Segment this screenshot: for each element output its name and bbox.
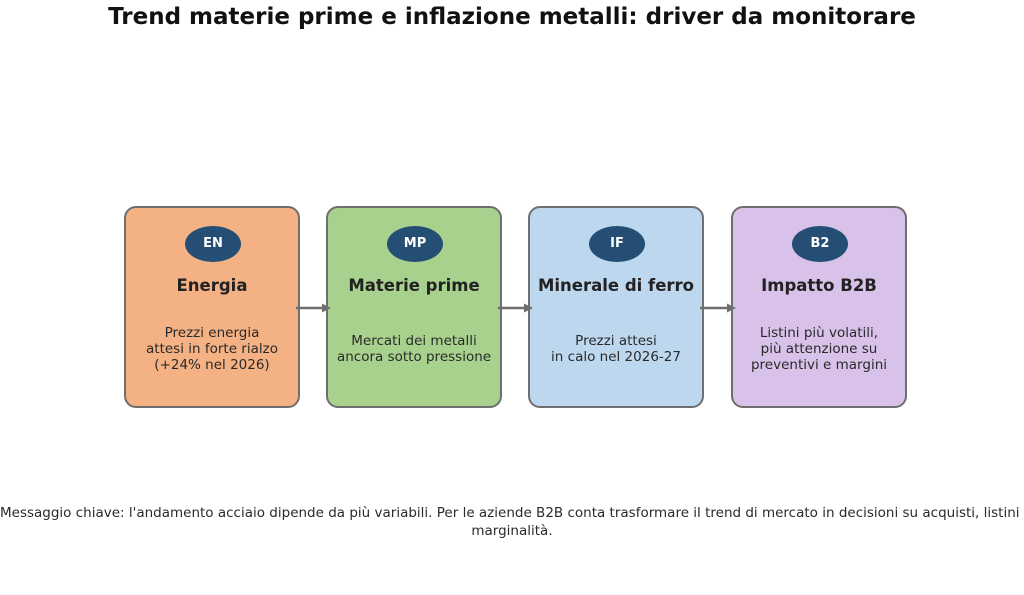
card-title-minerale-di-ferro: Minerale di ferro [537, 276, 695, 295]
card-description-impatto-b2b: Listini più volatili, più attenzione su … [733, 312, 905, 386]
page-title: Trend materie prime e inflazione metalli… [108, 4, 916, 30]
key-message-line: Messaggio chiave: l'andamento acciaio di… [0, 505, 1024, 521]
card-description-energia: Prezzi energia attesi in forte rialzo (+… [126, 312, 298, 386]
card-impatto-b2b: B2 Impatto B2B Listini più volatili, più… [731, 206, 907, 408]
card-description-materie-prime: Mercati dei metalli ancora sotto pressio… [328, 312, 500, 386]
card-description-line: (+24% nel 2026) [154, 357, 270, 373]
card-energia: EN Energia Prezzi energia attesi in fort… [124, 206, 300, 408]
card-description-minerale-di-ferro: Prezzi attesi in calo nel 2026-27 [530, 312, 702, 386]
card-materie-prime: MP Materie prime Mercati dei metalli anc… [326, 206, 502, 408]
card-title-materie-prime: Materie prime [348, 276, 480, 295]
key-message-line: marginalità. [471, 523, 553, 539]
card-description-line: attesi in forte rialzo [146, 341, 278, 357]
card-description-line: in calo nel 2026-27 [551, 349, 681, 365]
card-badge-materie-prime: MP [387, 226, 443, 262]
card-description-line: Listini più volatili, [759, 325, 879, 341]
card-description-line: Prezzi attesi [575, 333, 657, 349]
card-minerale-di-ferro: IF Minerale di ferro Prezzi attesi in ca… [528, 206, 704, 408]
card-description-line: preventivi e margini [750, 357, 887, 373]
card-title-energia: Energia [176, 276, 248, 295]
card-description-line: più attenzione su [760, 341, 878, 357]
card-description-line: Mercati dei metalli [351, 333, 477, 349]
card-description-line: ancora sotto pressione [336, 349, 492, 365]
key-message: Messaggio chiave: l'andamento acciaio di… [0, 504, 1024, 540]
card-badge-minerale-di-ferro: IF [589, 226, 645, 262]
card-description-line: Prezzi energia [164, 325, 260, 341]
card-badge-impatto-b2b: B2 [792, 226, 848, 262]
card-badge-energia: EN [185, 226, 241, 262]
card-title-impatto-b2b: Impatto B2B [761, 276, 877, 295]
